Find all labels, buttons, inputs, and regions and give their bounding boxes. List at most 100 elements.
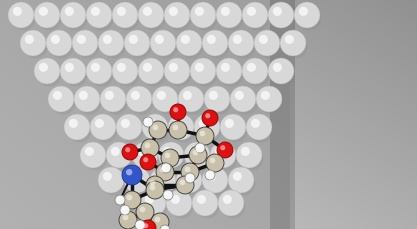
Circle shape	[233, 172, 242, 181]
Circle shape	[128, 172, 151, 196]
Circle shape	[25, 35, 34, 44]
Circle shape	[46, 30, 72, 56]
Circle shape	[260, 91, 283, 114]
Circle shape	[34, 58, 60, 84]
Circle shape	[268, 58, 294, 84]
Circle shape	[124, 30, 150, 56]
Circle shape	[176, 176, 194, 194]
Circle shape	[161, 163, 171, 173]
Circle shape	[155, 35, 164, 44]
Circle shape	[38, 7, 61, 31]
Circle shape	[195, 143, 205, 153]
Circle shape	[205, 170, 215, 180]
Circle shape	[242, 2, 268, 28]
Circle shape	[163, 190, 173, 200]
Circle shape	[158, 142, 184, 168]
Circle shape	[156, 163, 174, 181]
Circle shape	[168, 63, 191, 87]
Circle shape	[206, 154, 224, 172]
Circle shape	[12, 7, 35, 31]
Circle shape	[256, 86, 282, 112]
Circle shape	[48, 86, 74, 112]
Circle shape	[155, 217, 161, 222]
Circle shape	[190, 58, 216, 84]
Circle shape	[64, 63, 87, 87]
Circle shape	[298, 7, 322, 31]
Circle shape	[136, 147, 159, 171]
Circle shape	[69, 119, 78, 128]
Circle shape	[195, 63, 204, 72]
Circle shape	[299, 7, 308, 16]
Circle shape	[76, 35, 99, 59]
Circle shape	[142, 63, 165, 87]
Circle shape	[150, 30, 176, 56]
Circle shape	[150, 167, 176, 193]
Circle shape	[194, 63, 217, 87]
Circle shape	[13, 7, 22, 16]
Circle shape	[228, 30, 254, 56]
Circle shape	[192, 190, 218, 216]
Circle shape	[247, 63, 256, 72]
Circle shape	[294, 2, 320, 28]
Circle shape	[123, 215, 128, 220]
Circle shape	[124, 167, 150, 193]
Circle shape	[182, 91, 205, 114]
Circle shape	[135, 220, 145, 229]
Circle shape	[173, 119, 182, 128]
Circle shape	[168, 7, 191, 31]
Circle shape	[246, 63, 269, 87]
Circle shape	[116, 7, 139, 31]
Circle shape	[154, 172, 177, 196]
Circle shape	[160, 225, 170, 229]
Circle shape	[180, 172, 203, 196]
Circle shape	[221, 7, 230, 16]
Circle shape	[120, 205, 130, 215]
Circle shape	[142, 7, 165, 31]
Circle shape	[144, 195, 167, 219]
Circle shape	[65, 7, 74, 16]
Circle shape	[272, 7, 295, 31]
Circle shape	[122, 207, 125, 210]
Circle shape	[140, 220, 156, 229]
Circle shape	[268, 2, 294, 28]
Circle shape	[181, 172, 190, 181]
Circle shape	[170, 195, 193, 219]
Circle shape	[39, 7, 48, 16]
Circle shape	[151, 213, 169, 229]
Circle shape	[79, 91, 88, 100]
Circle shape	[261, 91, 270, 100]
Circle shape	[207, 172, 210, 175]
Circle shape	[142, 114, 168, 140]
Circle shape	[199, 119, 208, 128]
Circle shape	[241, 147, 250, 156]
Circle shape	[173, 125, 178, 130]
Circle shape	[205, 113, 210, 118]
Circle shape	[100, 86, 126, 112]
Circle shape	[138, 2, 164, 28]
Circle shape	[126, 86, 152, 112]
Circle shape	[204, 86, 230, 112]
Circle shape	[119, 211, 137, 229]
Circle shape	[242, 58, 268, 84]
Circle shape	[91, 7, 100, 16]
Circle shape	[140, 190, 166, 216]
Circle shape	[168, 114, 194, 140]
Circle shape	[72, 30, 98, 56]
Circle shape	[149, 121, 167, 139]
Circle shape	[103, 172, 112, 181]
Circle shape	[220, 114, 246, 140]
Circle shape	[127, 195, 132, 200]
Circle shape	[228, 167, 254, 193]
Circle shape	[202, 30, 228, 56]
Circle shape	[185, 167, 190, 172]
Circle shape	[169, 121, 187, 139]
Circle shape	[209, 91, 218, 100]
Circle shape	[194, 114, 220, 140]
Circle shape	[150, 185, 156, 190]
Circle shape	[74, 86, 100, 112]
Circle shape	[160, 167, 166, 172]
Circle shape	[86, 2, 112, 28]
Circle shape	[166, 190, 192, 216]
Circle shape	[153, 125, 158, 130]
Circle shape	[65, 63, 74, 72]
